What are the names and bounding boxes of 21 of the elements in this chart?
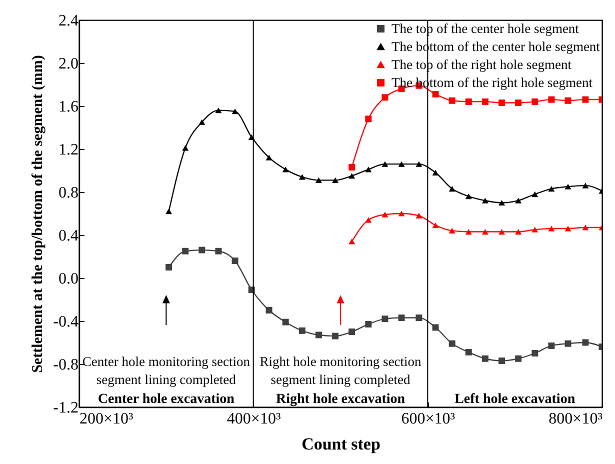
y-tick-label: -0.4 [53, 314, 78, 330]
y-tick-label: -0.8 [53, 356, 78, 374]
y-axis-title: Settlement at the top/bottom of the segment (mm) [30, 55, 46, 373]
y-tick-label: 2.4 [58, 12, 78, 30]
annotation: Right hole excavation [276, 392, 406, 407]
x-axis-title: Count step [302, 434, 380, 454]
y-tick-label: 0.4 [58, 228, 78, 244]
y-tick-label: 1.2 [58, 142, 78, 158]
y-tick-label: -1.2 [53, 400, 78, 416]
annotation: Left hole excavation [454, 392, 576, 407]
annotation: Right hole monitoring section segment lining completed [260, 354, 422, 387]
annotation: Center hole monitoring section segment lining completed [82, 354, 250, 387]
y-tick-label: 2.0 [58, 56, 78, 72]
x-tick-label: 200×10³ [80, 410, 134, 428]
x-tick-label: 400×10³ [226, 410, 281, 428]
y-tick-label: 1.6 [58, 98, 78, 116]
x-tick-label: 800×10³ [548, 410, 603, 428]
annotation: Center hole excavation [98, 392, 235, 407]
y-tick-label: 0.0 [58, 270, 78, 288]
x-tick-label: 600×10³ [401, 410, 456, 428]
y-tick-label: 0.8 [58, 184, 78, 202]
